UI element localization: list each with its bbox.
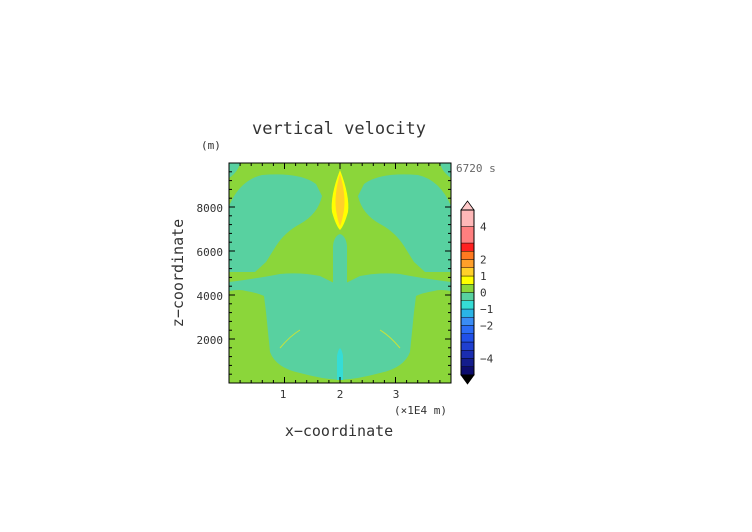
x-tick-label-3: 3 [393,388,400,401]
x-tick-label-2: 2 [337,388,344,401]
colorbar-over-arrow [460,200,475,211]
colorbar-swatch [460,350,475,359]
colorbar-swatch [460,341,475,351]
y-unit-label: (m) [201,139,221,152]
colorbar-tick-label: 2 [480,254,487,267]
colorbar-swatch [460,358,475,367]
region-lower-body [229,273,451,380]
colorbar-tick-label: 4 [480,221,487,234]
colorbar-labels: 4 2 1 0 −1 −2 −4 [480,221,494,366]
colorbar-frame [460,209,475,376]
chart-title: vertical velocity [252,119,426,139]
axis-ticks [228,162,452,384]
colorbar-swatch [460,242,475,252]
colorbar-swatch [460,333,475,343]
contour-accent-left [279,329,301,349]
time-label: 6720 s [456,162,496,175]
colorbar-swatch [460,300,475,310]
colorbar-tick-label: 0 [480,287,487,300]
colorbar-swatch [460,308,475,318]
y-axis-label: z−coordinate [169,219,187,327]
colorbar-swatch [460,251,475,260]
colorbar [460,200,475,385]
x-unit-label: (×1E4 m) [394,404,447,417]
colorbar-swatch [460,275,475,285]
x-axis-label: x−coordinate [285,422,393,440]
colorbar-swatch [460,317,475,326]
colorbar-swatch [460,226,475,244]
contour-accent-right [379,329,401,349]
y-tick-label-2000: 2000 [197,334,224,347]
region-upper-core [335,174,345,226]
heatmap-field [229,163,451,383]
region-lower-core [337,348,343,380]
colorbar-swatch [460,259,475,268]
colorbar-tick-label: −4 [480,353,494,366]
colorbar-swatch [460,292,475,301]
colorbar-swatch [460,267,475,277]
region-top-left-corner [229,163,240,178]
colorbar-swatch [460,209,475,227]
y-tick-label-8000: 8000 [197,202,224,215]
colorbar-swatch [460,325,475,334]
colorbar-tick-label: −2 [480,320,493,333]
colorbar-tick-label: −1 [480,303,493,316]
region-top-right-corner [440,163,451,178]
region-upper-right-blob [358,174,451,272]
colorbar-under-arrow [460,374,475,385]
colorbar-swatch [460,284,475,293]
colorbar-swatch [460,366,475,376]
region-upper-left-blob [229,174,322,272]
y-tick-label-4000: 4000 [197,290,224,303]
y-tick-label-6000: 6000 [197,246,224,259]
x-tick-label-1: 1 [280,388,287,401]
region-central-column [333,234,347,292]
colorbar-tick-label: 1 [480,270,487,283]
